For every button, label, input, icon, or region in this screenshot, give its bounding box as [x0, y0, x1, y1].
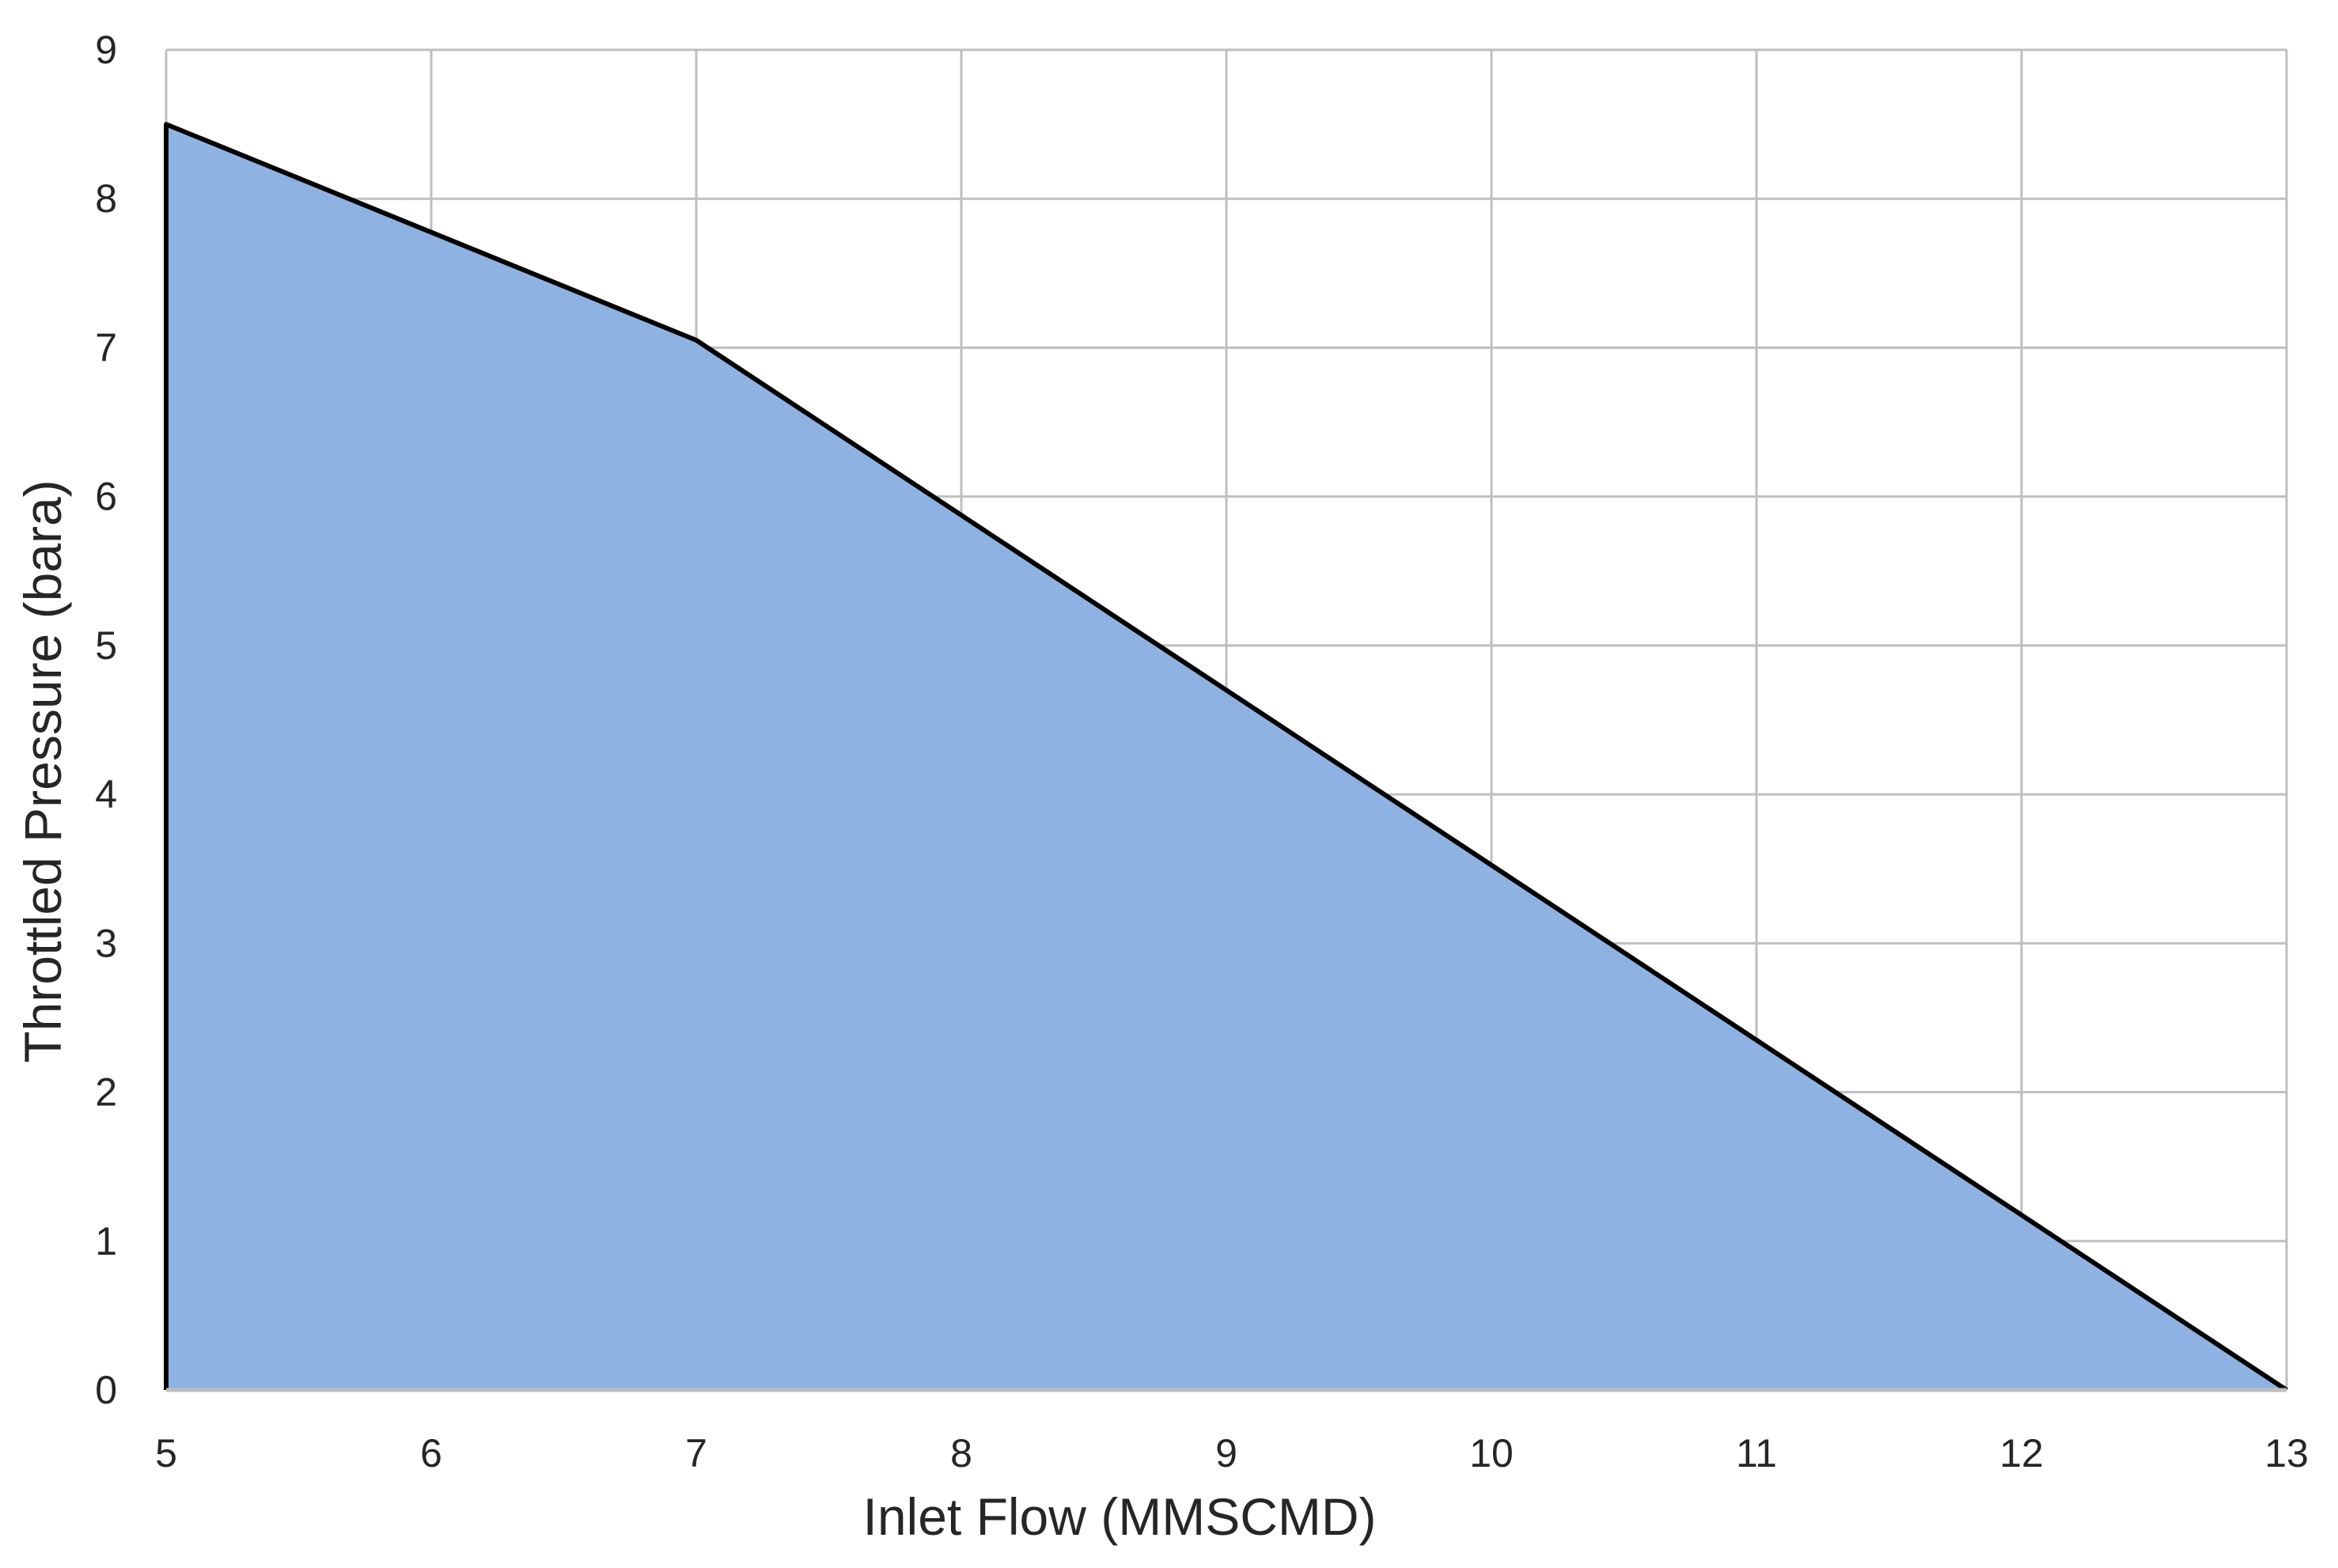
- x-tick-label: 11: [1736, 1431, 1777, 1475]
- x-tick-label: 10: [1469, 1431, 1514, 1475]
- y-tick-label: 3: [95, 921, 117, 965]
- x-tick-label: 5: [155, 1431, 177, 1475]
- y-tick-label: 7: [95, 325, 117, 369]
- y-tick-labels: 0 1 2 3 4 5 6 7 8 9: [95, 28, 117, 1412]
- x-tick-label: 8: [950, 1431, 972, 1475]
- area-fill: [166, 124, 2287, 1391]
- x-tick-label: 6: [420, 1431, 442, 1475]
- y-tick-label: 6: [95, 475, 117, 519]
- x-axis-title: Inlet Flow (MMSCMD): [862, 1487, 1376, 1546]
- area-outline: [164, 122, 2288, 1392]
- y-tick-label: 4: [95, 772, 117, 816]
- y-tick-label: 1: [95, 1219, 117, 1263]
- x-tick-label: 9: [1215, 1431, 1237, 1475]
- y-tick-label: 0: [95, 1368, 117, 1412]
- y-tick-label: 2: [95, 1070, 117, 1115]
- area-series: [164, 122, 2288, 1392]
- x-tick-label: 7: [685, 1431, 707, 1475]
- y-axis-title: Throttled Pressure (bara): [13, 479, 72, 1062]
- y-tick-label: 5: [95, 623, 117, 668]
- y-tick-label: 8: [95, 176, 117, 221]
- x-tick-label: 13: [2264, 1431, 2309, 1475]
- x-tick-labels: 5 6 7 8 9 10 11 12 13: [155, 1431, 2309, 1475]
- y-tick-label: 9: [95, 28, 117, 72]
- x-tick-label: 12: [1999, 1431, 2044, 1475]
